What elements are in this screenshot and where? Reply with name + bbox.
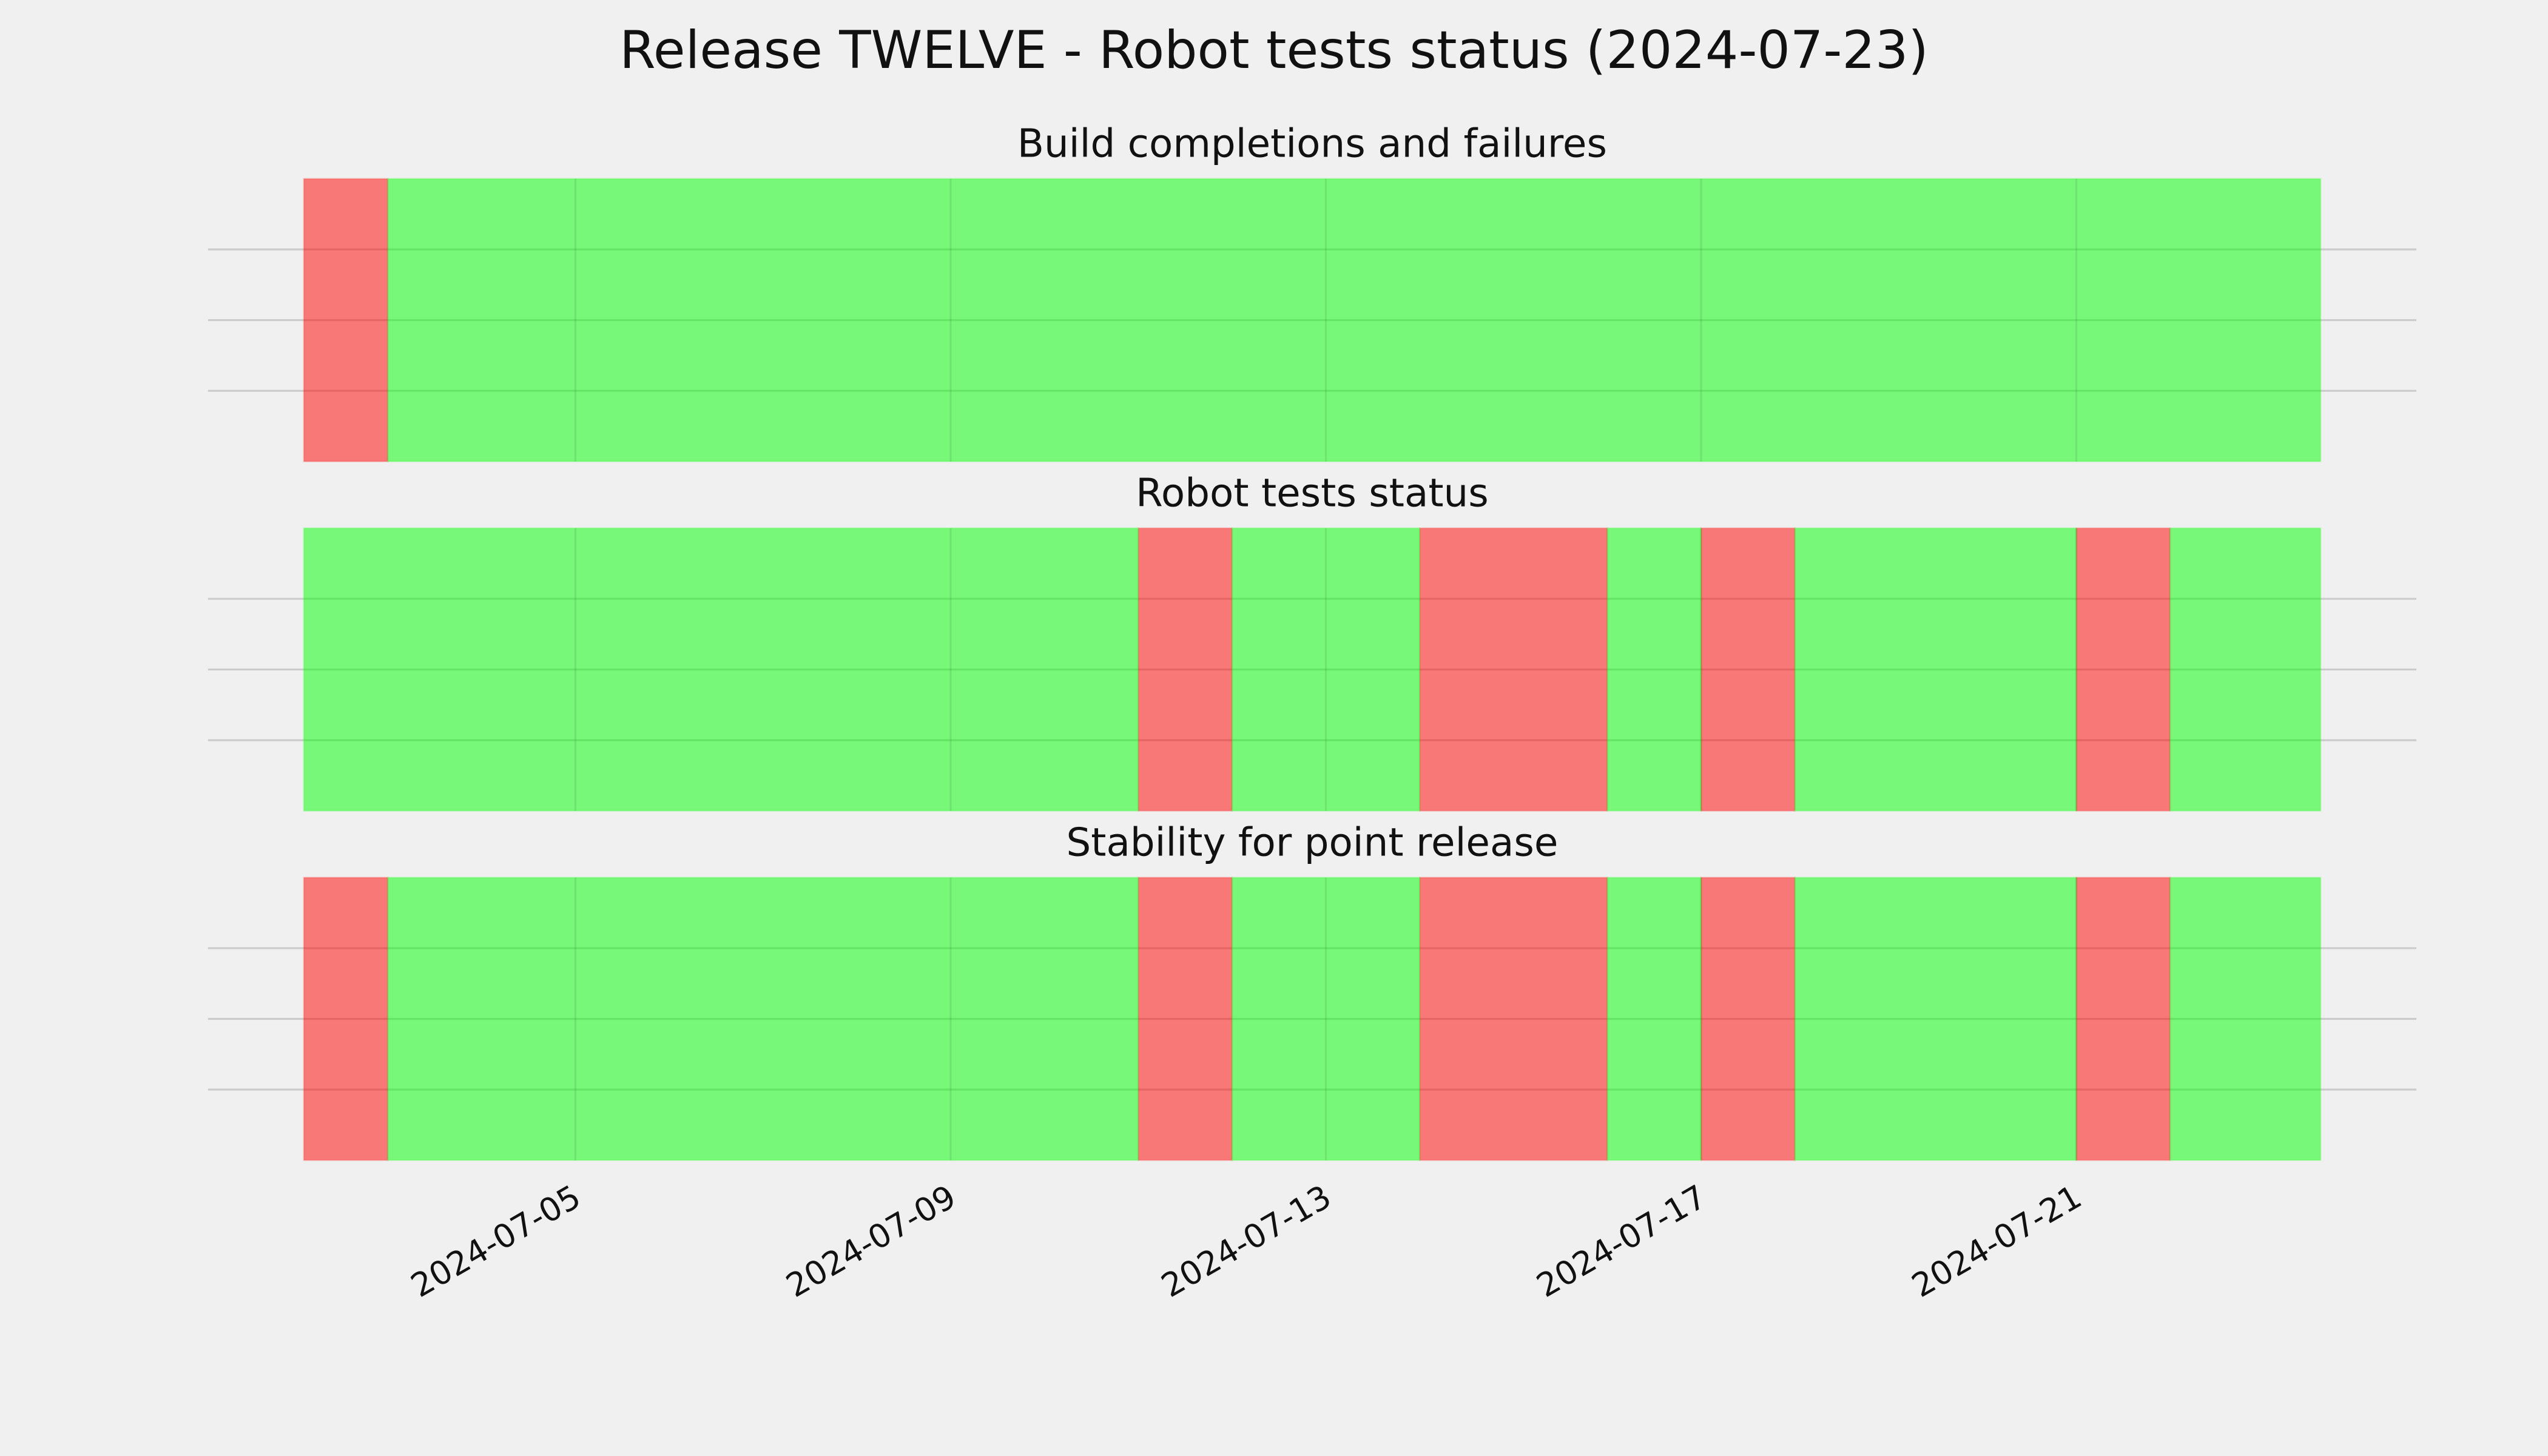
status-span bbox=[2075, 527, 2171, 812]
status-span bbox=[1700, 527, 1796, 812]
panel-title: Robot tests status bbox=[1136, 471, 1489, 516]
status-span bbox=[1418, 527, 1608, 812]
x-tick-label: 2024-07-05 bbox=[405, 1178, 587, 1305]
status-span bbox=[386, 877, 1139, 1161]
status-span bbox=[1137, 527, 1233, 812]
status-span bbox=[2169, 877, 2322, 1161]
status-span bbox=[386, 178, 2322, 463]
status-span bbox=[1231, 877, 1421, 1161]
chart-title: Release TWELVE - Robot tests status (202… bbox=[619, 20, 1929, 81]
status-span bbox=[1418, 877, 1608, 1161]
status-span bbox=[303, 877, 389, 1161]
status-span bbox=[303, 527, 1139, 812]
status-span bbox=[1137, 877, 1233, 1161]
x-tick-label: 2024-07-09 bbox=[780, 1178, 962, 1305]
status-span bbox=[1700, 877, 1796, 1161]
x-tick-label: 2024-07-17 bbox=[1530, 1178, 1713, 1305]
x-tick-label: 2024-07-13 bbox=[1155, 1178, 1338, 1305]
status-span bbox=[2169, 527, 2322, 812]
status-span bbox=[303, 178, 389, 463]
panel-title: Stability for point release bbox=[1067, 820, 1559, 865]
status-span bbox=[1231, 527, 1421, 812]
x-tick-label: 2024-07-21 bbox=[1906, 1178, 2088, 1305]
status-span bbox=[1794, 527, 2077, 812]
status-span bbox=[1606, 877, 1702, 1161]
panel-title: Build completions and failures bbox=[1017, 121, 1607, 167]
status-span bbox=[1606, 527, 1702, 812]
status-span bbox=[1794, 877, 2077, 1161]
status-span bbox=[2075, 877, 2171, 1161]
